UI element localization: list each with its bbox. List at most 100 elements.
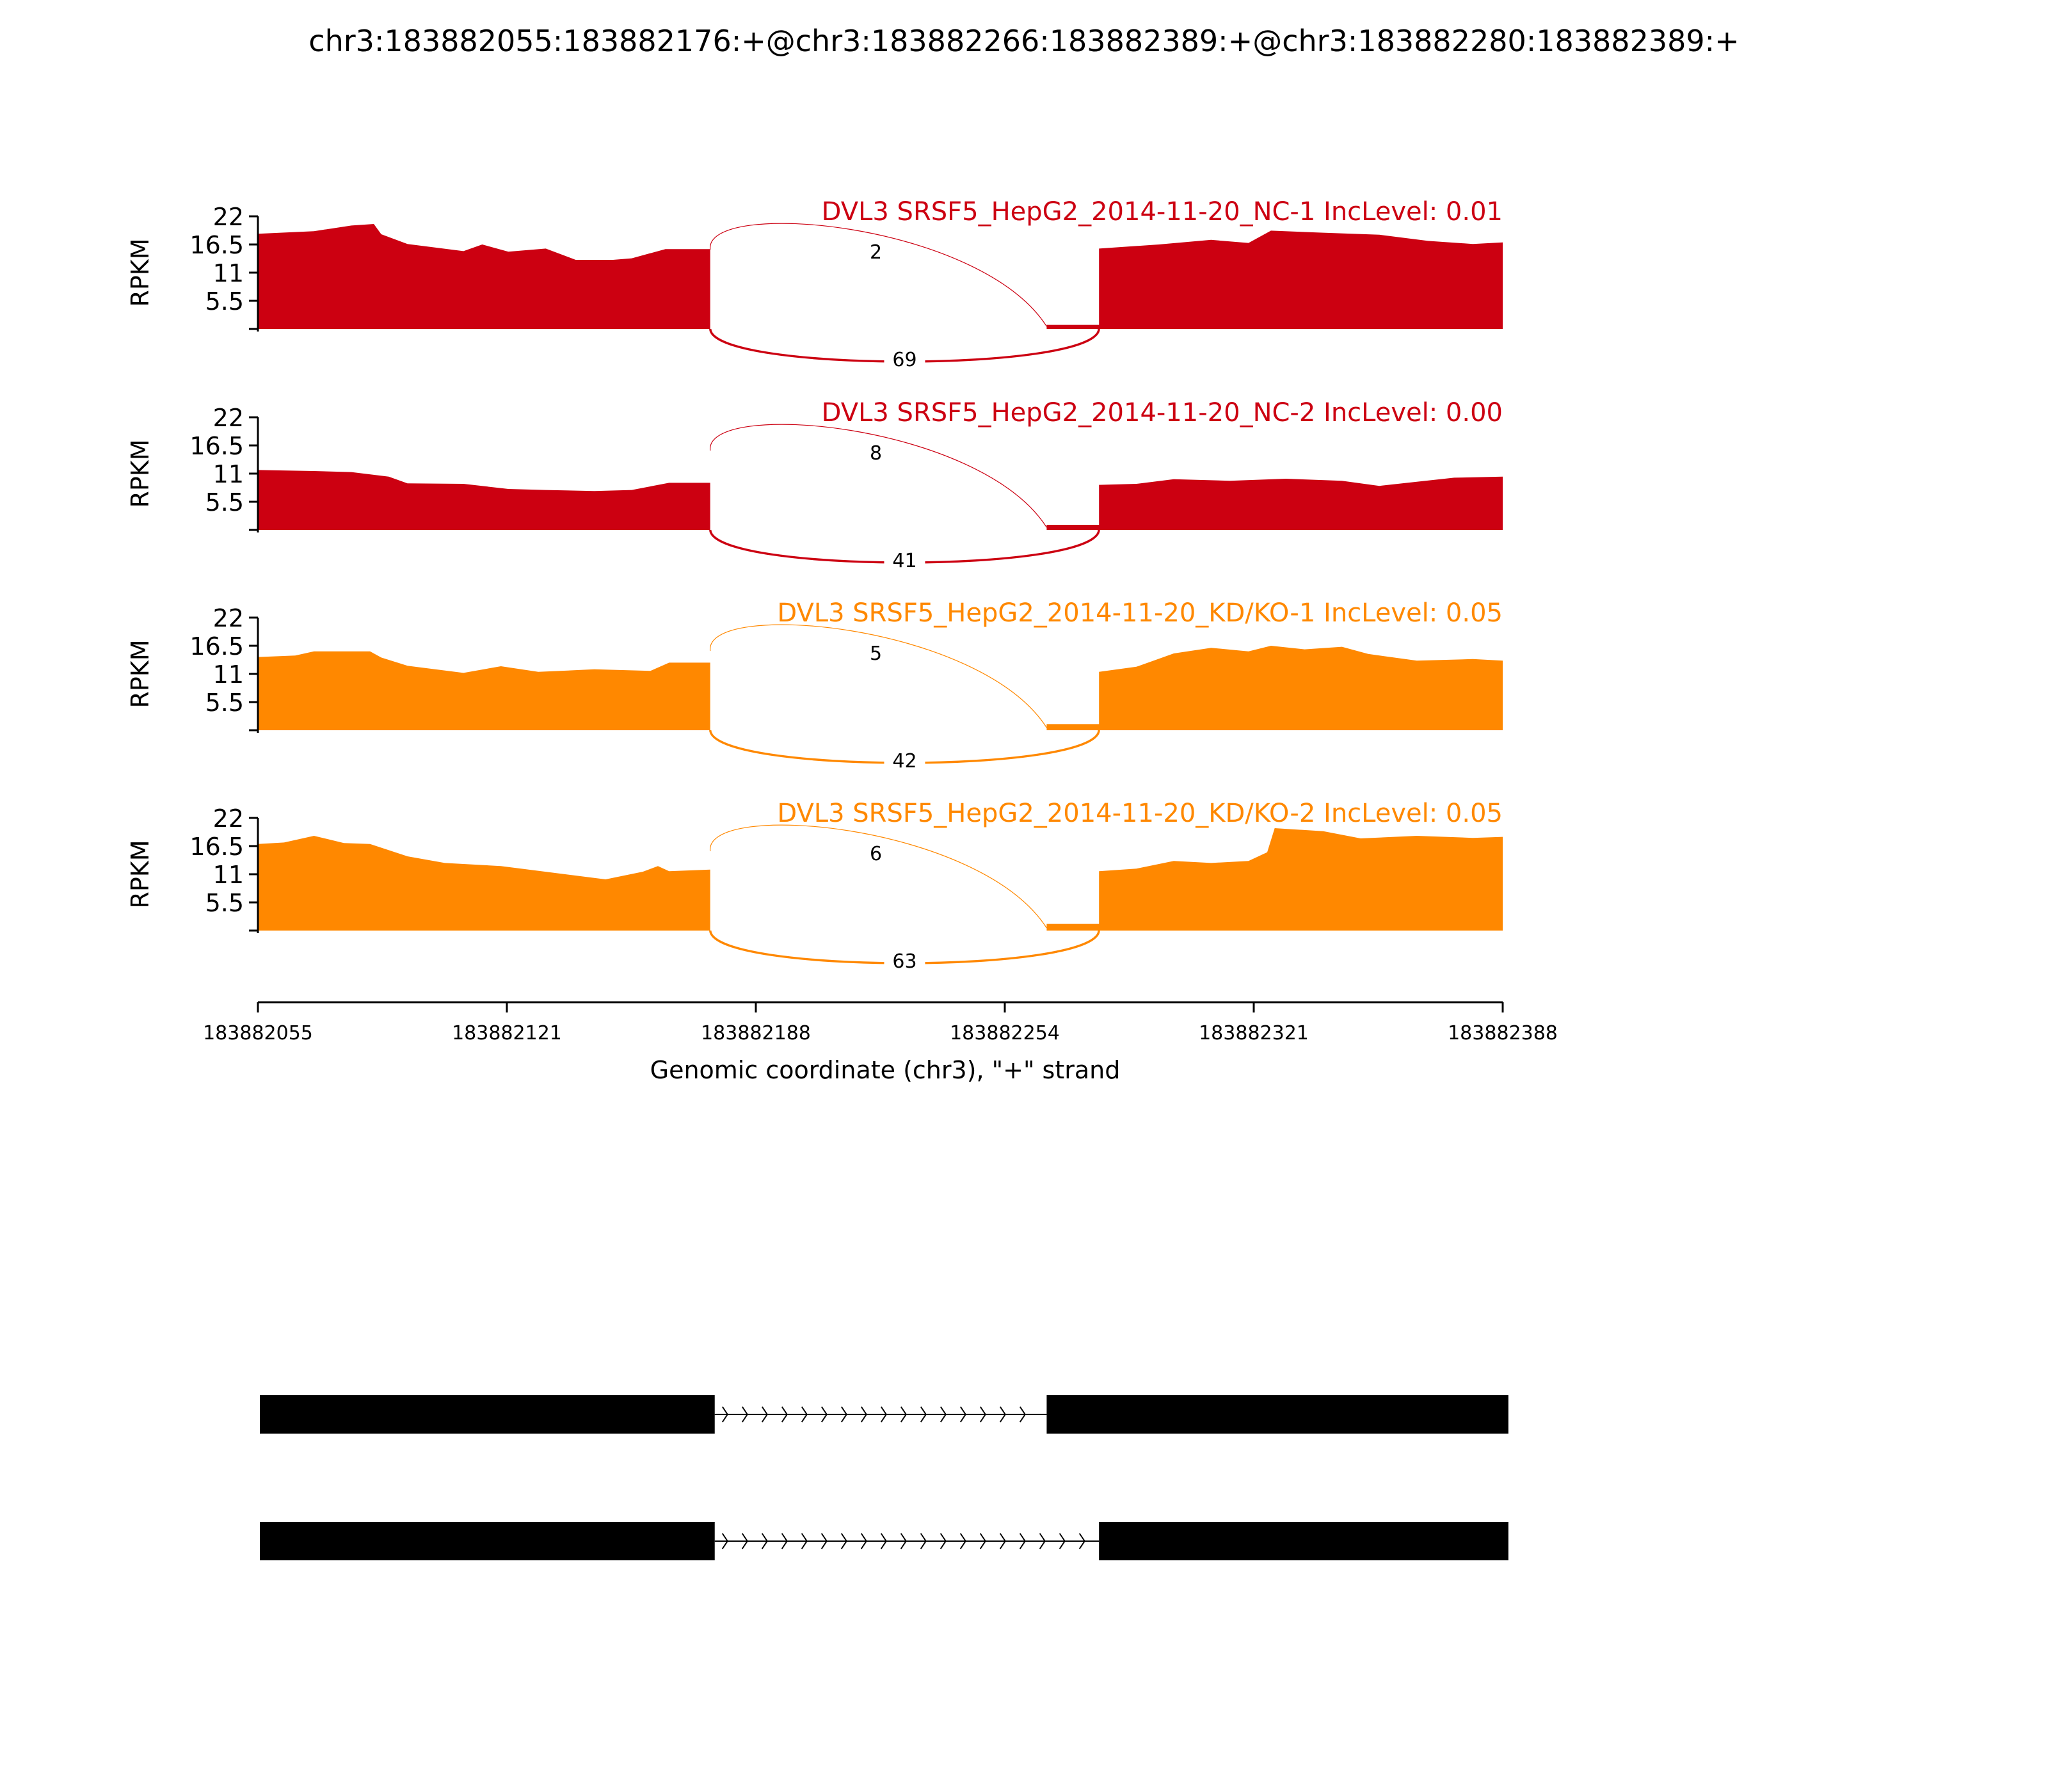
junction-count-bg	[884, 553, 925, 572]
junction-skip-arc: 6	[710, 824, 1047, 929]
x-tick-label: 183882254	[950, 1022, 1060, 1044]
x-tick-label: 183882121	[452, 1022, 562, 1044]
junction-curve	[710, 624, 1047, 728]
junction-inclusion-arc: 42	[709, 730, 1100, 772]
track-label: DVL3 SRSF5_HepG2_2014-11-20_NC-2 IncLeve…	[822, 398, 1503, 428]
x-axis-label: Genomic coordinate (chr3), "+" strand	[650, 1056, 1121, 1084]
y-tick-label: 5.5	[205, 689, 244, 717]
strand-arrow-icon	[801, 1406, 808, 1423]
strand-arrow-icon	[959, 1533, 966, 1549]
strand-arrow-icon	[860, 1406, 867, 1423]
y-tick-label: 11	[213, 259, 244, 287]
y-tick-label: 5.5	[205, 889, 244, 917]
exon-block	[260, 1522, 715, 1560]
strand-arrow-icon	[820, 1406, 828, 1423]
junction-curve	[710, 824, 1047, 929]
junction-count-bg	[884, 753, 925, 772]
y-tick-label: 16.5	[189, 432, 244, 460]
strand-arrow-icon	[761, 1406, 768, 1423]
strand-arrow-icon	[860, 1533, 867, 1549]
strand-arrow-icon	[979, 1533, 986, 1549]
junction-skip-arc: 8	[710, 424, 1047, 528]
strand-arrow-icon	[900, 1533, 907, 1549]
strand-arrow-icon	[999, 1533, 1006, 1549]
strand-arrow-icon	[940, 1406, 947, 1423]
y-axis-label: RPKM	[126, 639, 154, 708]
track-label: DVL3 SRSF5_HepG2_2014-11-20_KD/KO-1 IncL…	[777, 598, 1503, 628]
y-tick-label: 11	[213, 660, 244, 689]
track-4: DVL3 SRSF5_HepG2_2014-11-20_KD/KO-2 IncL…	[126, 799, 1503, 973]
junction-count: 5	[870, 643, 882, 665]
coverage-tracks: DVL3 SRSF5_HepG2_2014-11-20_NC-1 IncLeve…	[126, 197, 1503, 973]
strand-arrow-icon	[1019, 1533, 1026, 1549]
junction-skip-arc: 2	[710, 223, 1047, 327]
coverage-area	[258, 470, 1503, 530]
coverage-area	[258, 224, 1503, 329]
strand-arrow-icon	[1059, 1533, 1066, 1549]
junction-count-bg	[855, 445, 897, 465]
junction-count-bg	[855, 244, 897, 264]
junction-count: 41	[892, 550, 916, 572]
strand-arrow-icon	[959, 1406, 966, 1423]
exon-block	[1099, 1522, 1508, 1560]
strand-arrow-icon	[741, 1406, 748, 1423]
junction-count-bg	[855, 846, 897, 865]
strand-arrow-icon	[840, 1533, 847, 1549]
strand-arrow-icon	[801, 1533, 808, 1549]
plot-title: chr3:183882055:183882176:+@chr3:18388226…	[308, 24, 1739, 58]
junction-count: 2	[870, 241, 882, 264]
strand-arrow-icon	[721, 1406, 728, 1423]
junction-count: 69	[892, 349, 916, 371]
strand-arrow-icon	[741, 1533, 748, 1549]
x-tick-label: 183882188	[701, 1022, 811, 1044]
coverage-area	[258, 828, 1503, 931]
strand-arrow-icon	[840, 1406, 847, 1423]
strand-arrow-icon	[920, 1533, 927, 1549]
y-tick-label: 11	[213, 861, 244, 889]
y-axis-label: RPKM	[126, 439, 154, 508]
junction-count-bg	[884, 954, 925, 973]
strand-arrow-icon	[721, 1533, 728, 1549]
y-tick-label: 22	[213, 203, 244, 231]
junction-curve	[710, 223, 1047, 327]
junction-inclusion-arc: 41	[709, 529, 1100, 572]
junction-skip-arc: 5	[710, 624, 1047, 728]
y-tick-label: 16.5	[189, 833, 244, 861]
exon-block	[1046, 1395, 1508, 1434]
y-tick-label: 11	[213, 460, 244, 488]
track-label: DVL3 SRSF5_HepG2_2014-11-20_KD/KO-2 IncL…	[777, 799, 1503, 828]
exon-block	[260, 1395, 715, 1434]
isoform-1	[260, 1395, 1508, 1434]
y-tick-label: 22	[213, 804, 244, 833]
strand-arrow-icon	[781, 1533, 788, 1549]
strand-arrow-icon	[920, 1406, 927, 1423]
strand-arrow-icon	[940, 1533, 947, 1549]
strand-arrow-icon	[761, 1533, 768, 1549]
isoform-structures	[260, 1395, 1508, 1560]
strand-arrow-icon	[979, 1406, 986, 1423]
track-2: DVL3 SRSF5_HepG2_2014-11-20_NC-2 IncLeve…	[126, 398, 1503, 572]
y-tick-label: 5.5	[205, 488, 244, 516]
x-tick-label: 183882321	[1199, 1022, 1309, 1044]
y-tick-label: 16.5	[189, 231, 244, 259]
y-tick-label: 16.5	[189, 632, 244, 660]
coverage-area	[258, 646, 1503, 730]
strand-arrow-icon	[781, 1406, 788, 1423]
strand-arrow-icon	[1019, 1406, 1026, 1423]
y-tick-label: 22	[213, 604, 244, 632]
junction-inclusion-arc: 69	[709, 328, 1100, 371]
junction-inclusion-arc: 63	[709, 930, 1100, 973]
y-tick-label: 22	[213, 404, 244, 432]
x-tick-label: 183882388	[1448, 1022, 1558, 1044]
y-axis-label: RPKM	[126, 840, 154, 908]
junction-count-bg	[884, 352, 925, 371]
strand-arrow-icon	[880, 1406, 887, 1423]
strand-arrow-icon	[999, 1406, 1006, 1423]
isoform-2	[260, 1522, 1508, 1560]
junction-count: 8	[870, 442, 882, 465]
y-tick-label: 5.5	[205, 287, 244, 316]
x-axis: Genomic coordinate (chr3), "+" strand 18…	[203, 1001, 1558, 1084]
track-1: DVL3 SRSF5_HepG2_2014-11-20_NC-1 IncLeve…	[126, 197, 1503, 371]
y-axis-label: RPKM	[126, 238, 154, 307]
